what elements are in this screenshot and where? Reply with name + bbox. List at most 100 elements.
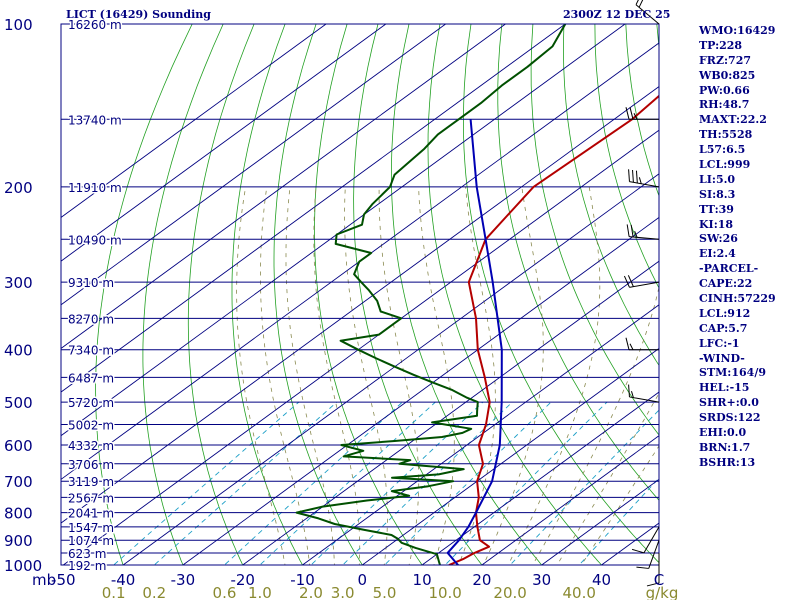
index-item: CAP:5.7: [699, 321, 748, 335]
index-item: SW:26: [699, 232, 738, 246]
moist-adiabat: [532, 285, 659, 565]
wind-barbs: [623, 0, 660, 587]
index-item: SRDS:122: [699, 411, 761, 425]
index-item: RH:48.7: [699, 98, 750, 112]
height-label: 5002 m: [68, 419, 114, 433]
index-item: PW:0.66: [699, 83, 750, 97]
index-item: -WIND-: [699, 351, 745, 365]
isotherm: [182, 216, 659, 565]
dry-adiabat: [142, 24, 224, 565]
index-item: TT:39: [699, 202, 734, 216]
pressure-tick-label: 700: [4, 473, 33, 491]
dry-adiabat: [462, 24, 659, 564]
index-item: STM:164/9: [699, 366, 766, 380]
mixing-ratio-tick-label: 5.0: [373, 584, 397, 600]
dry-adiabat: [231, 24, 303, 565]
height-label: 5720 m: [68, 396, 114, 410]
index-item: EHI:0.0: [699, 426, 747, 440]
wind-barb-flag: [646, 582, 660, 587]
wind-barb-flag: [634, 230, 638, 238]
index-item: HEL:-15: [699, 381, 750, 395]
wind-barb-staff: [629, 236, 660, 240]
isotherm: [61, 42, 659, 480]
pressure-tick-label: 300: [4, 274, 33, 292]
temperature-tick-label: 20: [472, 571, 491, 589]
temperature-tick-label: 30: [532, 571, 551, 589]
isotherm: [61, 24, 447, 306]
wind-barb-flag: [623, 275, 630, 288]
height-label: 3119 m: [68, 475, 114, 489]
mixing-ratio-line: [153, 401, 338, 565]
mixing-ratio-line: [578, 477, 659, 565]
index-item: SHR+:0.0: [699, 396, 759, 410]
pressure-tick-label: 400: [4, 342, 33, 360]
height-label: 16260 m: [68, 18, 122, 32]
height-label: 623 m: [68, 547, 106, 561]
mixing-ratio-line: [509, 409, 659, 565]
index-item: LCL:999: [699, 158, 751, 172]
moist-adiabat: [458, 186, 496, 565]
isobar-lines: [61, 23, 659, 566]
isotherm: [61, 24, 567, 393]
mixing-ratio-unit-label: g/kg: [646, 584, 679, 600]
index-item: EI:2.4: [699, 247, 736, 261]
indices-panel: WMO:16429 TP:228 FRZ:727 WB0:825 PW:0.66 RH:4…: [699, 24, 800, 471]
wind-barb-flag: [629, 343, 634, 350]
mixing-ratio-line: [223, 401, 403, 565]
index-item: CINH:57229: [699, 292, 776, 306]
mixing-ratio-tick-label: 3.0: [331, 584, 355, 600]
moist-adiabat: [482, 186, 544, 565]
parcel-profile: [446, 119, 503, 565]
background-grid: [61, 24, 659, 565]
temperature-tick-label: -50: [51, 571, 76, 589]
index-item: LCL:912: [699, 306, 751, 320]
dewpoint-profile: [295, 24, 567, 565]
height-label: 1074 m: [68, 534, 114, 548]
moist-adiabat: [313, 186, 361, 565]
height-label: 1547 m: [68, 521, 114, 535]
wind-barb-flag: [638, 0, 644, 8]
dry-adiabat: [95, 24, 193, 565]
temperature-unit-label: C: [654, 571, 664, 589]
height-label: 8270 m: [68, 312, 114, 326]
temperature-tick-label: -20: [230, 571, 255, 589]
mixing-ratio-tick-label: 20.0: [493, 584, 526, 600]
wind-barb-staff: [629, 181, 660, 188]
temperature-tick-label: -10: [290, 571, 315, 589]
wind-barb-flag: [629, 107, 634, 120]
index-item: SI:8.3: [699, 187, 736, 201]
mixing-ratio-tick-label: 10.0: [428, 584, 461, 600]
index-item: MAXT:22.2: [699, 113, 767, 127]
wind-barb-staff: [629, 396, 660, 403]
wind-barb-flag: [635, 170, 638, 184]
dry-adiabat: [273, 24, 363, 565]
mixing-ratio-tick-label: 0.6: [213, 584, 237, 600]
pressure-tick-label: 900: [4, 532, 33, 550]
moist-adiabat: [259, 186, 311, 565]
wind-barb-flag: [625, 107, 630, 120]
wind-barb-flag: [636, 566, 649, 569]
temperature-tick-label: -40: [111, 571, 136, 589]
isotherm: [61, 24, 387, 262]
index-item: KI:18: [699, 217, 734, 231]
height-label: 10490 m: [68, 233, 122, 247]
moist-adiabat: [580, 445, 659, 565]
plot-border: [60, 23, 660, 566]
isotherm: [241, 260, 659, 565]
mixing-ratio-line: [383, 401, 552, 565]
isotherm: [61, 24, 507, 349]
height-label: 3706 m: [68, 458, 114, 472]
dry-adiabat: [530, 24, 659, 436]
mixing-ratio-line: [310, 401, 484, 565]
mixing-ratio-tick-label: 1.0: [248, 584, 272, 600]
index-item: L57:6.5: [699, 143, 746, 157]
index-item: WMO:16429: [699, 24, 776, 37]
pressure-unit-label: mb: [32, 571, 56, 589]
isotherm: [481, 435, 659, 565]
index-item: WB0:825: [699, 68, 756, 82]
dry-adiabat: [594, 24, 659, 289]
mixing-ratio-line: [342, 401, 513, 565]
wind-barb-flag: [630, 224, 634, 238]
wind-barb-flag: [638, 177, 642, 184]
wind-barb-flag: [625, 337, 630, 350]
